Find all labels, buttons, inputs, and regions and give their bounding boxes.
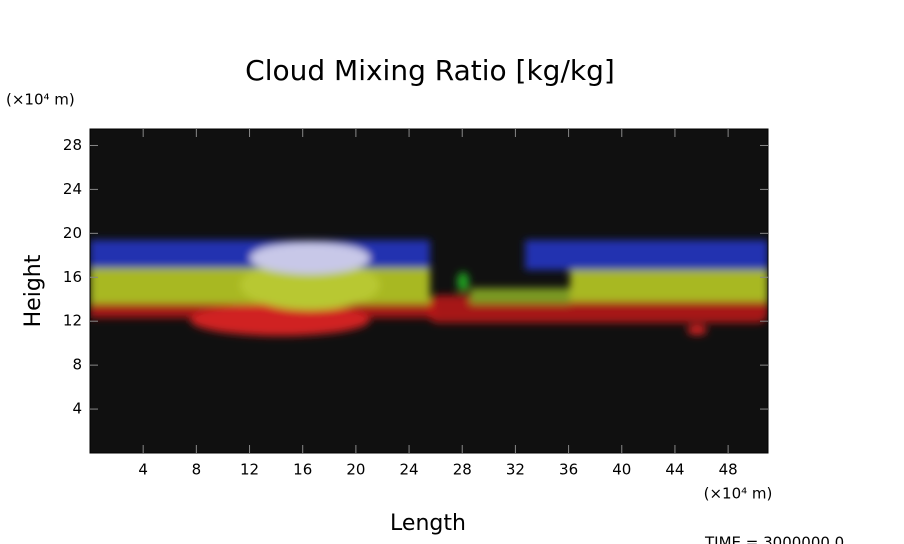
- plot-frame: [89, 128, 769, 454]
- x-tick-label: 16: [293, 461, 312, 479]
- x-tick-label: 4: [138, 461, 148, 479]
- y-tick-label: 20: [63, 224, 82, 242]
- y-tick-label: 28: [63, 136, 82, 154]
- x-tick-label: 44: [665, 461, 684, 479]
- x-tick-label: 8: [192, 461, 202, 479]
- y-unit: (×10⁴ m): [6, 91, 75, 109]
- x-tick-label: 48: [719, 461, 738, 479]
- x-tick-label: 28: [453, 461, 472, 479]
- y-tick-label: 16: [63, 268, 82, 286]
- x-tick-label: 40: [612, 461, 631, 479]
- y-tick-label: 12: [63, 312, 82, 330]
- x-tick-label: 12: [240, 461, 259, 479]
- cloud-render: [90, 240, 768, 336]
- x-tick-label: 32: [506, 461, 525, 479]
- y-tick-label: 24: [63, 180, 82, 198]
- chart-title: Cloud Mixing Ratio [kg/kg]: [245, 54, 615, 87]
- x-tick-label: 36: [559, 461, 578, 479]
- x-tick-label: 24: [400, 461, 419, 479]
- footer-time: TIME = 3000000.0: [704, 534, 844, 544]
- x-tick-label: 20: [346, 461, 365, 479]
- y-tick-label: 4: [72, 400, 82, 418]
- x-axis-label: Length: [390, 511, 466, 536]
- y-tick-label: 8: [72, 356, 82, 374]
- y-axis-label: Height: [21, 254, 46, 327]
- x-unit: (×10⁴ m): [704, 485, 773, 503]
